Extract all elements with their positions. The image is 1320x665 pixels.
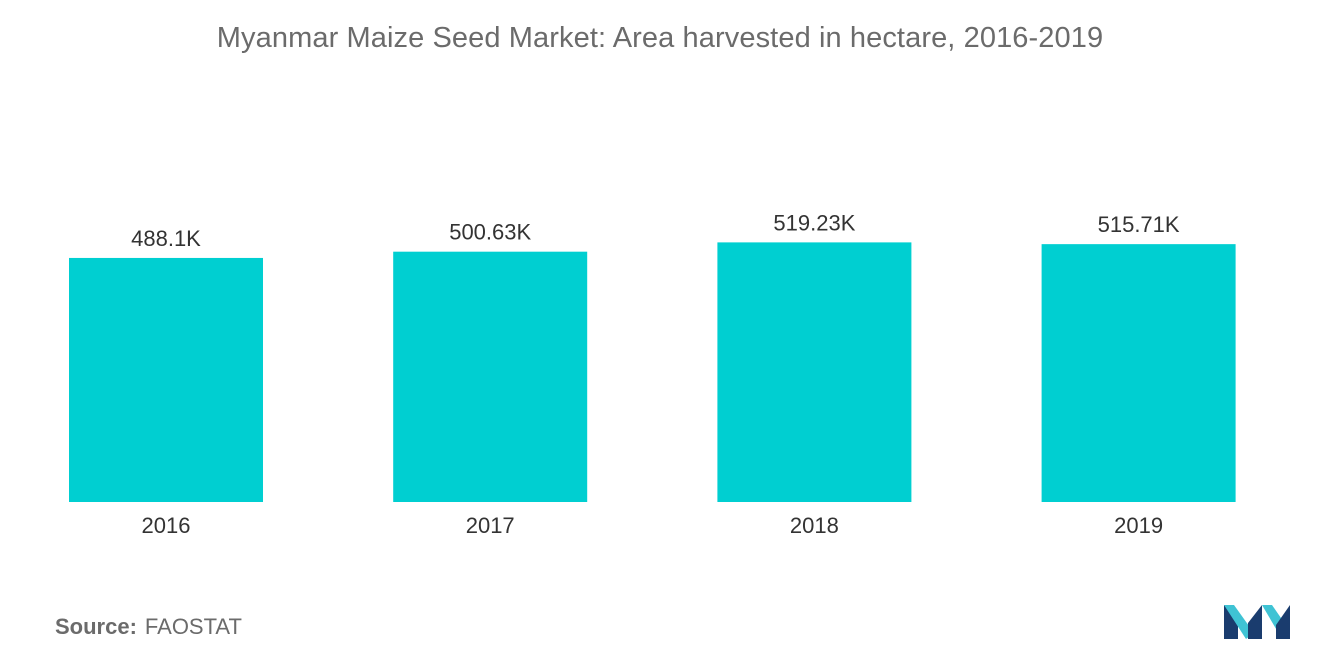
source-label: Source: <box>55 614 137 639</box>
x-tick-label-2018: 2018 <box>790 513 839 538</box>
data-label-2017: 500.63K <box>449 220 531 245</box>
x-tick-label-2017: 2017 <box>466 513 515 538</box>
bar-chart: 488.1K 2016 500.63K 2017 519.23K 2018 515.71K 2… <box>69 210 1236 538</box>
bar-2016 <box>69 257 263 502</box>
data-label-2018: 519.23K <box>773 210 855 235</box>
source-note: Source: FAOSTAT <box>55 614 242 640</box>
data-label-2019: 515.71K <box>1098 212 1180 237</box>
x-tick-label-2016: 2016 <box>142 513 191 538</box>
bar-2018 <box>717 242 912 502</box>
brand-logo-icon <box>1224 605 1290 639</box>
source-value: FAOSTAT <box>144 614 242 639</box>
chart-title: Myanmar Maize Seed Market: Area harveste… <box>216 22 1104 54</box>
bar-2017 <box>393 251 588 502</box>
bar-2019 <box>1041 244 1236 502</box>
x-tick-label-2019: 2019 <box>1114 513 1163 538</box>
data-label-2016: 488.1K <box>131 226 201 251</box>
